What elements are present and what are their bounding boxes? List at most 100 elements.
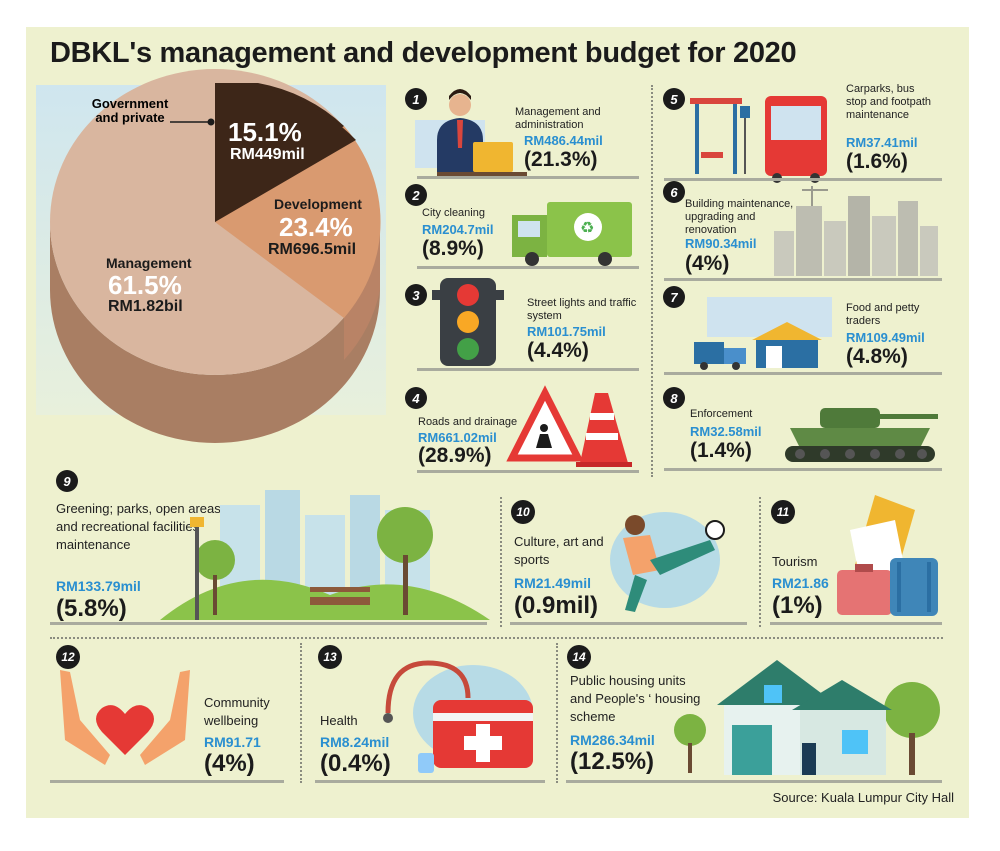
column-divider [759, 497, 761, 627]
item-percentage: (1.6%) [846, 150, 908, 173]
item-label: City cleaning [422, 207, 485, 219]
item-percentage: (12.5%) [570, 748, 655, 775]
item-percentage: (4.8%) [846, 345, 908, 368]
item-baseline [50, 780, 284, 783]
pie-pct-government: 15.1% [228, 117, 302, 147]
item-label: Public housing units and People's ‘ hous… [570, 673, 701, 724]
item-percentage: (21.3%) [524, 148, 598, 171]
item-baseline [664, 468, 942, 471]
item-amount: RM32.58mil [690, 424, 762, 439]
pie-amount-development: RM696.5mil [268, 241, 357, 258]
item-number: 5 [663, 88, 685, 110]
item-percentage: (4%) [204, 750, 255, 777]
item-label: Roads and drainage [418, 416, 518, 428]
roadwork-sign-icon [506, 385, 632, 467]
office-worker-icon [415, 89, 527, 176]
pie-amount-government: RM449mil [230, 146, 305, 163]
column-divider [300, 643, 302, 783]
svg-text:♻: ♻ [580, 218, 594, 237]
item-label: Tourism [772, 554, 818, 569]
city-buildings-icon [774, 186, 938, 276]
item-baseline [664, 278, 942, 281]
item-baseline [664, 372, 942, 375]
item-amount: RM486.44mil [524, 133, 603, 148]
page-title: DBKL's management and development budget… [50, 37, 797, 69]
item-amount: RM286.34mil [570, 732, 655, 748]
pie-pct-development: 23.4% [279, 212, 353, 242]
pie-label-government: Government and private [91, 96, 169, 125]
item-number: 7 [663, 286, 685, 308]
pie-side [50, 222, 380, 443]
item-number: 11 [771, 500, 795, 524]
item-amount: RM101.75mil [527, 324, 606, 339]
item-baseline [664, 178, 942, 181]
item-percentage: (0.9mil) [514, 592, 599, 619]
tank-icon [785, 408, 938, 462]
item-percentage: (4%) [685, 252, 730, 275]
item-baseline [50, 622, 487, 625]
item-number: 13 [318, 645, 342, 669]
item-baseline [315, 780, 545, 783]
market-stall-icon [694, 297, 832, 370]
item-number: 9 [56, 470, 78, 492]
park-icon [160, 490, 490, 620]
bus-stop-icon [690, 96, 827, 183]
item-number: 10 [511, 500, 535, 524]
item-number: 8 [663, 387, 685, 409]
heart-hands-icon [60, 670, 190, 765]
item-baseline [417, 470, 639, 473]
item-number: 2 [405, 184, 427, 206]
item-number: 14 [567, 645, 591, 669]
item-amount: RM37.41mil [846, 135, 918, 150]
item-amount: RM109.49mil [846, 330, 925, 345]
item-label: Culture, art and sports [514, 534, 604, 567]
medical-kit-icon [383, 660, 533, 773]
item-baseline [417, 176, 639, 179]
item-number: 6 [663, 181, 685, 203]
row-divider [50, 637, 943, 639]
item-percentage: (0.4%) [320, 750, 391, 777]
item-baseline [417, 266, 639, 269]
item-label: Building maintenance, upgrading and reno… [685, 198, 794, 236]
item-amount: RM8.24mil [320, 734, 390, 750]
pie-pct-management: 61.5% [108, 270, 182, 300]
item-label: Greening; parks, open areas and recreati… [56, 501, 221, 552]
item-amount: RM133.79mil [56, 578, 141, 594]
item-number: 4 [405, 387, 427, 409]
luggage-icon [837, 495, 938, 616]
item-percentage: (5.8%) [56, 595, 127, 622]
column-divider [651, 85, 653, 477]
item-number: 1 [405, 88, 427, 110]
item-label: Community wellbeing [204, 695, 270, 728]
item-amount: RM661.02mil [418, 430, 497, 445]
pie-amount-management: RM1.82bil [108, 298, 183, 315]
traffic-light-icon [432, 278, 504, 366]
column-divider [500, 497, 502, 627]
pie-label-management: Management [106, 255, 192, 271]
source-note: Source: Kuala Lumpur City Hall [772, 790, 954, 805]
pie-side-dev [344, 222, 381, 360]
item-label: Health [320, 713, 358, 728]
football-player-icon [610, 512, 725, 612]
item-baseline [566, 780, 942, 783]
item-label: Enforcement [690, 408, 753, 420]
item-number: 12 [56, 645, 80, 669]
item-label: Street lights and traffic system [527, 297, 637, 322]
item-percentage: (28.9%) [418, 444, 492, 467]
item-amount: RM21.49mil [514, 575, 592, 591]
item-label: Food and petty traders [846, 302, 920, 327]
column-divider [556, 643, 558, 783]
item-percentage: (4.4%) [527, 339, 589, 362]
pie-slice-development [215, 126, 381, 318]
item-percentage: (1.4%) [690, 439, 752, 462]
item-amount: RM90.34mil [685, 236, 757, 251]
item-label: Carparks, bus stop and footpath maintena… [846, 83, 932, 121]
item-number: 3 [405, 284, 427, 306]
item-amount: RM21.86 [772, 575, 829, 591]
item-amount: RM91.71 [204, 734, 261, 750]
garbage-truck-icon: ♻ [512, 202, 632, 266]
item-baseline [417, 368, 639, 371]
item-label: Management and administration [515, 106, 601, 131]
item-amount: RM204.7mil [422, 222, 494, 237]
item-baseline [770, 622, 942, 625]
